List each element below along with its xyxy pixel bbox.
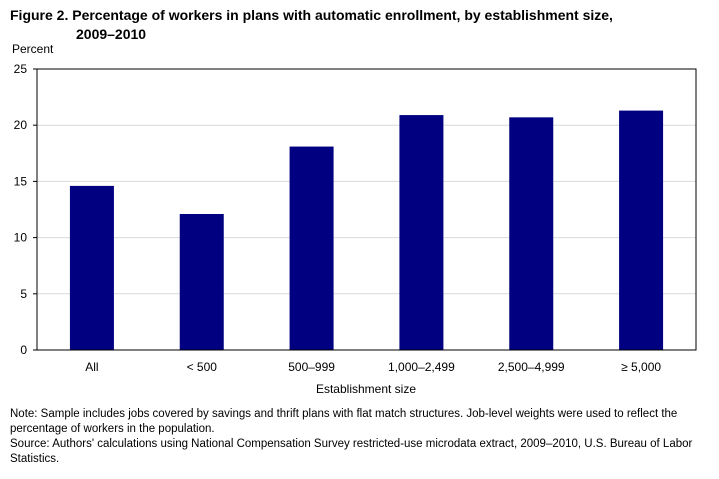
y-axis-ticks: 0 5 10 15 20 25 [14,62,37,357]
x-tick-label: All [85,360,98,374]
x-tick-label: 500–999 [288,360,335,374]
x-tick-label: < 500 [187,360,218,374]
notes: Note: Sample includes jobs covered by sa… [10,407,710,467]
y-tick-label: 25 [14,62,28,76]
source-text: Source: Authors' calculations using Nati… [10,438,693,465]
y-tick-label: 5 [20,287,27,301]
y-tick-label: 15 [14,174,28,188]
bar [69,185,114,350]
chart-title-line2: 2009–2010 [76,26,147,42]
chart-title: Figure 2. Percentage of workers in plans… [10,6,710,44]
x-axis-ticks: All < 500 500–999 1,000–2,499 2,500–4,999 ≥ 5… [85,360,661,374]
plot-frame [36,68,697,351]
bar [509,117,554,350]
bar [179,213,224,350]
bar [619,110,664,350]
bar [289,146,334,350]
gridlines [37,124,696,295]
x-tick-label: 2,500–4,999 [498,360,565,374]
y-tick-label: 0 [20,343,27,357]
y-axis-label: Percent [12,42,54,56]
x-axis-label: Establishment size [316,382,416,396]
note-text: Note: Sample includes jobs covered by sa… [10,408,678,435]
y-tick-label: 10 [14,231,28,245]
chart-title-line1: Figure 2. Percentage of workers in plans… [10,7,613,23]
bar [399,115,444,350]
x-tick-label: ≥ 5,000 [621,360,661,374]
y-tick-label: 20 [14,118,28,132]
bar-chart: 0 5 10 15 20 25 All < 500 500–999 1,000–2,499 2,5… [12,42,697,396]
bars [69,110,664,350]
x-tick-label: 1,000–2,499 [388,360,455,374]
